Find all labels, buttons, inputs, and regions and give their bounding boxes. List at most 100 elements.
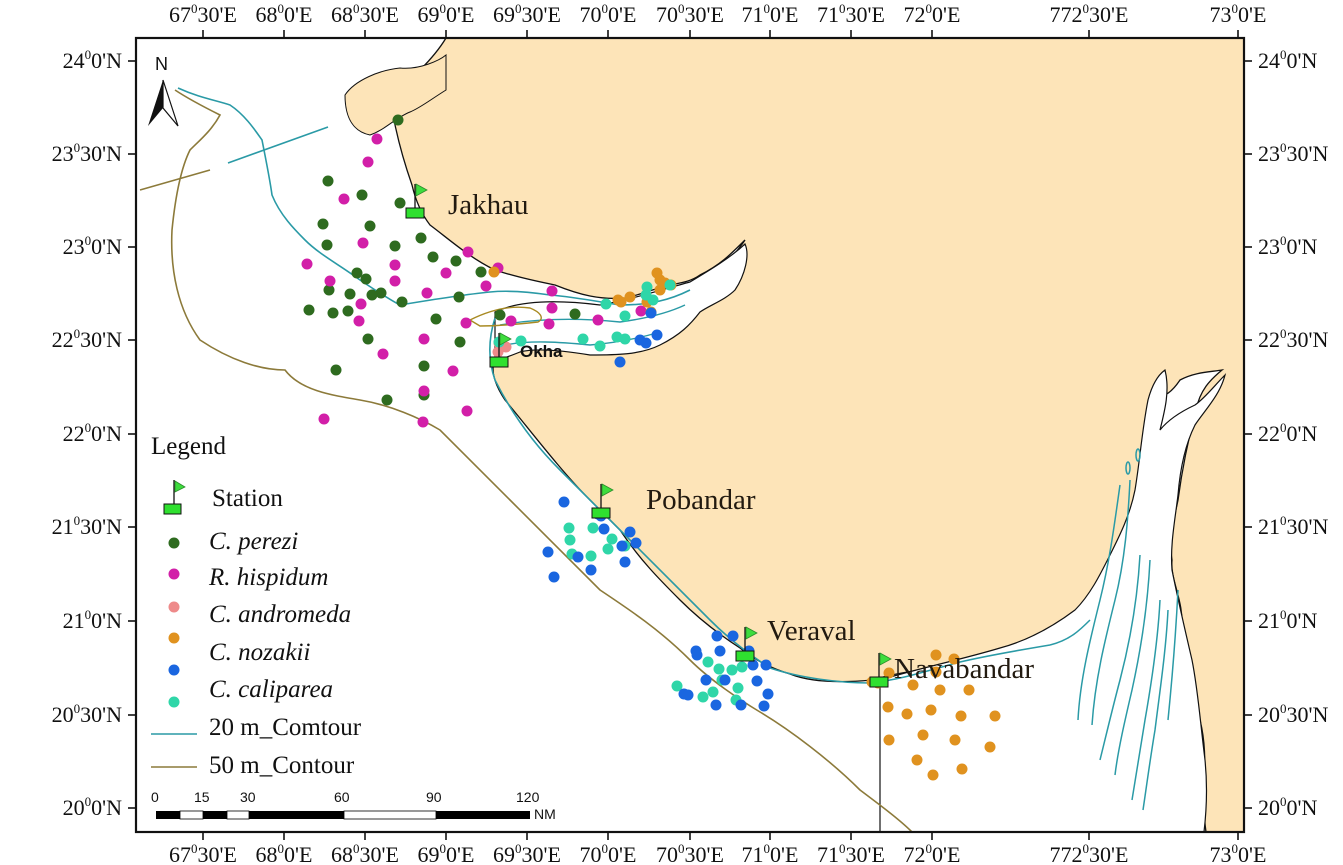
scale-label-30: 30 xyxy=(240,789,256,805)
north-arrow-label: N xyxy=(155,54,168,74)
y-tick-label: 23030'N xyxy=(1258,140,1328,166)
sample-point xyxy=(475,266,487,278)
y-tick-label: 20030'N xyxy=(52,701,122,727)
sample-point xyxy=(955,710,967,722)
x-tick-label: 67030'E xyxy=(169,1,237,27)
sample-point xyxy=(700,674,712,686)
sample-point xyxy=(356,189,368,201)
sample-point xyxy=(640,337,652,349)
sample-point xyxy=(664,279,676,291)
sample-point xyxy=(327,307,339,319)
sample-point xyxy=(505,315,517,327)
station-marker xyxy=(591,483,614,519)
sample-point xyxy=(882,701,894,713)
north-arrow: N xyxy=(148,54,179,127)
sample-point xyxy=(515,335,527,347)
sample-point xyxy=(344,288,356,300)
north-arrow-icon xyxy=(148,79,179,127)
sample-point xyxy=(762,688,774,700)
sample-point xyxy=(948,653,960,665)
x-tick-label: 68030'E xyxy=(331,841,399,865)
scale-label-0: 0 xyxy=(151,789,159,805)
y-tick-label: 2000'N xyxy=(1258,794,1317,820)
x-tick-label: 6900'E xyxy=(418,1,475,27)
legend-label-c-nozakii: C. nozakii xyxy=(209,639,310,666)
station-marker xyxy=(735,626,758,662)
sample-point xyxy=(342,305,354,317)
sample-point xyxy=(654,284,666,296)
x-tick-label: 7100'E xyxy=(742,1,799,27)
y-tick-label: 2400'N xyxy=(1258,47,1317,73)
graticule-axes: 67030'E 67030'E 6800'E 6800'E 68030'E 68030'E… xyxy=(52,1,1329,865)
sample-points xyxy=(301,114,1001,781)
x-tick-label: 7200'E xyxy=(904,841,961,865)
x-tick-label: 71030'E xyxy=(817,841,885,865)
x-tick-label: 7300'E xyxy=(1210,841,1267,865)
sample-point xyxy=(415,232,427,244)
sample-point xyxy=(614,356,626,368)
sample-point xyxy=(492,346,504,358)
y-tick-label: 22030'N xyxy=(52,326,122,352)
sample-point xyxy=(418,333,430,345)
y-tick-label: 2100'N xyxy=(1258,607,1317,633)
sample-point xyxy=(592,314,604,326)
sample-point xyxy=(911,754,923,766)
sample-point xyxy=(362,156,374,168)
y-tick-label: 20030'N xyxy=(1258,701,1328,727)
sample-point xyxy=(726,664,738,676)
sample-point xyxy=(732,682,744,694)
sample-point xyxy=(563,522,575,534)
sample-point xyxy=(494,309,506,321)
sample-point xyxy=(389,240,401,252)
sample-point xyxy=(546,285,558,297)
sample-point xyxy=(956,763,968,775)
sample-point xyxy=(364,220,376,232)
sample-point xyxy=(934,684,946,696)
sample-point xyxy=(450,255,462,267)
contour-50m xyxy=(139,89,913,833)
sample-point xyxy=(323,284,335,296)
sample-point xyxy=(564,534,576,546)
y-tick-label: 2200'N xyxy=(1258,420,1317,446)
sample-point xyxy=(594,340,606,352)
legend-dot-c-caliparea xyxy=(168,696,180,708)
x-tick-label: 6800'E xyxy=(256,1,313,27)
sample-point xyxy=(901,708,913,720)
scale-label-120: 120 xyxy=(516,789,540,805)
legend-label-50m-contour: 50 m_Contour xyxy=(209,752,355,779)
sample-point xyxy=(418,360,430,372)
sample-point xyxy=(707,686,719,698)
place-label-navabandar: Navabandar xyxy=(894,653,1034,685)
legend-label-station: Station xyxy=(212,485,283,512)
sample-point xyxy=(651,267,663,279)
sample-point xyxy=(930,649,942,661)
x-tick-label: 6800'E xyxy=(256,841,313,865)
sample-point xyxy=(572,551,584,563)
sample-point xyxy=(440,267,452,279)
sample-point xyxy=(619,556,631,568)
sample-point xyxy=(719,674,731,686)
legend-dot-c-nozakii xyxy=(168,632,180,644)
sample-point xyxy=(630,537,642,549)
sample-point xyxy=(907,679,919,691)
scale-label-90: 90 xyxy=(426,789,442,805)
legend-station-icon xyxy=(163,480,186,515)
x-tick-label: 69030'E xyxy=(493,1,561,27)
legend-label-c-perezi: C. perezi xyxy=(209,528,298,555)
sample-point xyxy=(357,237,369,249)
sample-point xyxy=(682,689,694,701)
sample-point xyxy=(713,663,725,675)
legend-title: Legend xyxy=(151,433,226,460)
sample-point xyxy=(925,704,937,716)
y-tick-label: 2300'N xyxy=(1258,233,1317,259)
sample-point xyxy=(461,405,473,417)
stations xyxy=(405,183,892,688)
sample-point xyxy=(635,305,647,317)
sample-point xyxy=(338,193,350,205)
sample-point xyxy=(396,296,408,308)
sample-point xyxy=(751,675,763,687)
station-marker xyxy=(869,652,892,688)
legend-dot-c-andromeda xyxy=(168,601,180,613)
sample-point xyxy=(949,734,961,746)
sample-point xyxy=(324,275,336,287)
